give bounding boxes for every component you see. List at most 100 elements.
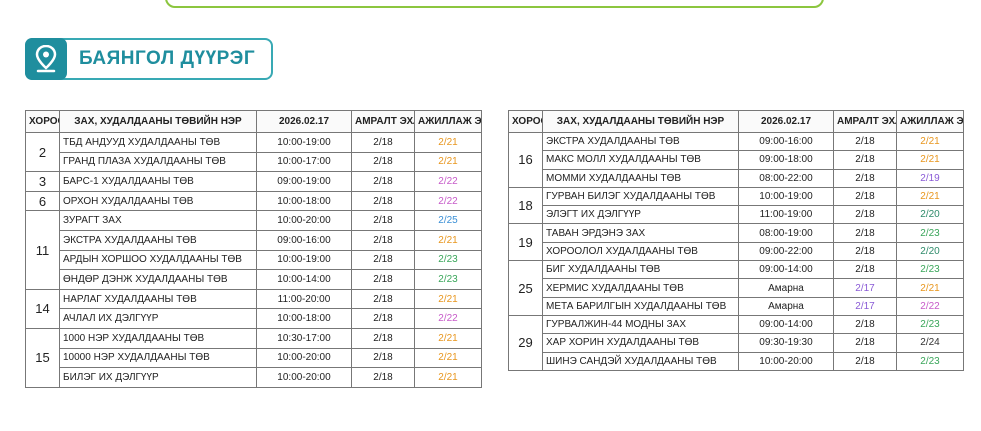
- table-row: ӨНДӨР ДЭНЖ ХУДАЛДААНЫ ТӨВ 10:00-14:00 2/18…: [26, 269, 482, 290]
- table-row: 16 ЭКСТРА ХУДАЛДААНЫ ТӨВ 09:00-16:00 2/18 2/…: [508, 131, 964, 188]
- khoroo-cell: 25: [508, 260, 543, 316]
- rest-cell: 2/18: [833, 131, 897, 152]
- column-header: ХОРОО: [508, 110, 543, 133]
- start-cell: 2/20: [896, 241, 964, 262]
- hours-cell: 10:00-18:00: [256, 308, 352, 329]
- name-cell: ЭКСТРА ХУДАЛДААНЫ ТӨВ: [59, 229, 257, 251]
- start-cell: 2/24: [896, 333, 964, 353]
- name-cell: МАКС МОЛЛ ХУДАЛДААНЫ ТӨВ: [542, 150, 739, 170]
- khoroo-cell: 15: [25, 327, 60, 388]
- hours-cell: 10:00-20:00: [256, 347, 352, 369]
- hours-cell: 09:00-19:00: [256, 171, 352, 192]
- table-row: МЕТА БАРИЛГЫН ХУДАЛДААНЫ ТӨВ Амарна 2/17 2/…: [509, 296, 964, 316]
- start-cell: 2/19: [896, 168, 964, 188]
- name-cell: ЗУРАГТ ЗАХ: [59, 210, 257, 231]
- start-cell: 2/21: [414, 132, 482, 153]
- name-cell: ГУРВАЛЖИН-44 МОДНЫ ЗАХ: [542, 314, 739, 335]
- hours-cell: 09:00-18:00: [738, 150, 834, 170]
- start-cell: 2/22: [414, 308, 482, 329]
- rest-cell: 2/18: [351, 327, 415, 349]
- rest-cell: 2/18: [833, 223, 897, 243]
- hours-cell: 10:00-20:00: [256, 210, 352, 231]
- column-header: 2026.02.17: [256, 110, 352, 133]
- hours-cell: 10:00-20:00: [738, 351, 834, 371]
- hours-cell: 11:00-20:00: [256, 288, 352, 310]
- hours-cell: 09:00-22:00: [738, 241, 834, 262]
- table-row: 3 БАРС-1 ХУДАЛДААНЫ ТӨВ 09:00-19:00 2/18 2/2…: [25, 171, 482, 192]
- hours-cell: 09:00-14:00: [738, 314, 834, 335]
- table-row: 25 БИГ ХУДАЛДААНЫ ТӨВ 09:00-14:00 2/18 2/23: [508, 260, 964, 316]
- table-row: БИЛЭГ ИХ ДЭЛГҮҮР 10:00-20:00 2/18 2/21: [26, 367, 482, 388]
- rest-cell: 2/18: [833, 205, 897, 225]
- table-row: 19 ТАВАН ЭРДЭНЭ ЗАХ 08:00-19:00 2/18 2/23: [508, 223, 964, 262]
- hours-cell: 09:30-19:30: [738, 333, 834, 353]
- start-cell: 2/21: [414, 151, 482, 173]
- hours-cell: 09:00-16:00: [738, 131, 834, 152]
- table-row: ХАР ХОРИН ХУДАЛДААНЫ ТӨВ 09:30-19:30 2/18 2…: [509, 333, 964, 353]
- start-cell: 2/21: [896, 186, 964, 207]
- column-header: АМРАЛТ ЭХЛЭХ: [351, 110, 415, 133]
- name-cell: ТАВАН ЭРДЭНЭ ЗАХ: [542, 223, 739, 243]
- start-cell: 2/25: [414, 210, 482, 231]
- district-badge: БАЯНГОЛ ДҮҮРЭГ: [25, 38, 273, 80]
- name-cell: ГРАНД ПЛАЗА ХУДАЛДААНЫ ТӨВ: [59, 151, 257, 173]
- name-cell: ЭКСТРА ХУДАЛДААНЫ ТӨВ: [542, 131, 739, 152]
- table-row: АРДЫН ХОРШОО ХУДАЛДААНЫ ТӨВ 10:00-19:00 2/…: [26, 249, 482, 271]
- khoroo-cell: 11: [25, 210, 60, 290]
- column-header: АМРАЛТ ЭХЛЭХ: [833, 110, 897, 133]
- name-cell: АЧЛАЛ ИХ ДЭЛГҮҮР: [59, 308, 257, 329]
- column-header: ХОРОО: [25, 110, 60, 133]
- rest-cell: 2/18: [833, 150, 897, 170]
- rest-cell: 2/18: [351, 229, 415, 251]
- column-header: ЗАХ, ХУДАЛДААНЫ ТӨВИЙН НЭР: [542, 110, 739, 133]
- table-row: 29 ГУРВАЛЖИН-44 МОДНЫ ЗАХ 09:00-14:00 2/18 2…: [508, 314, 964, 371]
- khoroo-cell: 16: [508, 132, 543, 188]
- name-cell: ОРХОН ХУДАЛДААНЫ ТӨВ: [59, 190, 257, 212]
- location-icon: [25, 38, 67, 80]
- start-cell: 2/21: [896, 131, 964, 152]
- start-cell: 2/23: [414, 249, 482, 271]
- table-row: 11 ЗУРАГТ ЗАХ 10:00-20:00 2/18 2/25: [25, 210, 482, 290]
- start-cell: 2/21: [414, 229, 482, 251]
- start-cell: 2/21: [414, 327, 482, 349]
- hours-cell: 10:00-18:00: [256, 190, 352, 212]
- hours-cell: 10:30-17:00: [256, 327, 352, 349]
- table-row: МАКС МОЛЛ ХУДАЛДААНЫ ТӨВ 09:00-18:00 2/18 2…: [509, 150, 964, 170]
- khoroo-cell: 3: [25, 171, 60, 192]
- table-row: ХОРООЛОЛ ХУДАЛДААНЫ ТӨВ 09:00-22:00 2/18 2/…: [509, 241, 964, 262]
- khoroo-cell: 14: [25, 288, 60, 329]
- hours-cell: 10:00-17:00: [256, 151, 352, 173]
- khoroo-cell: 29: [508, 314, 543, 371]
- rest-cell: 2/18: [351, 367, 415, 388]
- name-cell: ГУРВАН БИЛЭГ ХУДАЛДААНЫ ТӨВ: [542, 186, 739, 207]
- table-row: 10000 НЭР ХУДАЛДААНЫ ТӨВ 10:00-20:00 2/18 2…: [26, 347, 482, 369]
- start-cell: 2/22: [414, 190, 482, 212]
- rest-cell: 2/18: [833, 241, 897, 262]
- name-cell: БИЛЭГ ИХ ДЭЛГҮҮР: [59, 367, 257, 388]
- name-cell: 10000 НЭР ХУДАЛДААНЫ ТӨВ: [59, 347, 257, 369]
- name-cell: ӨНДӨР ДЭНЖ ХУДАЛДААНЫ ТӨВ: [59, 269, 257, 290]
- start-cell: 2/23: [896, 260, 964, 280]
- hours-cell: 10:00-19:00: [256, 132, 352, 153]
- rest-cell: 2/18: [833, 351, 897, 371]
- top-banner-edge: [165, 0, 824, 8]
- rest-cell: 2/18: [351, 151, 415, 173]
- table-row: ШИНЭ САНДЭЙ ХУДАЛДААНЫ ТӨВ 10:00-20:00 2/1…: [509, 351, 964, 371]
- start-cell: 2/21: [414, 288, 482, 310]
- name-cell: МЕТА БАРИЛГЫН ХУДАЛДААНЫ ТӨВ: [542, 296, 739, 316]
- hours-cell: 08:00-19:00: [738, 223, 834, 243]
- pin-icon: [35, 45, 57, 73]
- table-row: ГРАНД ПЛАЗА ХУДАЛДААНЫ ТӨВ 10:00-17:00 2/1…: [26, 151, 482, 173]
- header-row: ХОРООЗАХ, ХУДАЛДААНЫ ТӨВИЙН НЭР2026.02.1…: [508, 110, 964, 133]
- hours-cell: 09:00-14:00: [738, 260, 834, 280]
- rest-cell: 2/18: [833, 260, 897, 280]
- hours-cell: 10:00-20:00: [256, 367, 352, 388]
- name-cell: НАРЛАГ ХУДАЛДААНЫ ТӨВ: [59, 288, 257, 310]
- table-row: ЭЛЭГТ ИХ ДЭЛГҮҮР 11:00-19:00 2/18 2/20: [509, 205, 964, 225]
- table-row: 15 1000 НЭР ХУДАЛДААНЫ ТӨВ 10:30-17:00 2/18…: [25, 327, 482, 388]
- khoroo-cell: 19: [508, 223, 543, 262]
- schedule-table: ХОРООЗАХ, ХУДАЛДААНЫ ТӨВИЙН НЭР2026.02.1…: [25, 110, 482, 388]
- khoroo-cell: 18: [508, 186, 543, 225]
- name-cell: ШИНЭ САНДЭЙ ХУДАЛДААНЫ ТӨВ: [542, 351, 739, 371]
